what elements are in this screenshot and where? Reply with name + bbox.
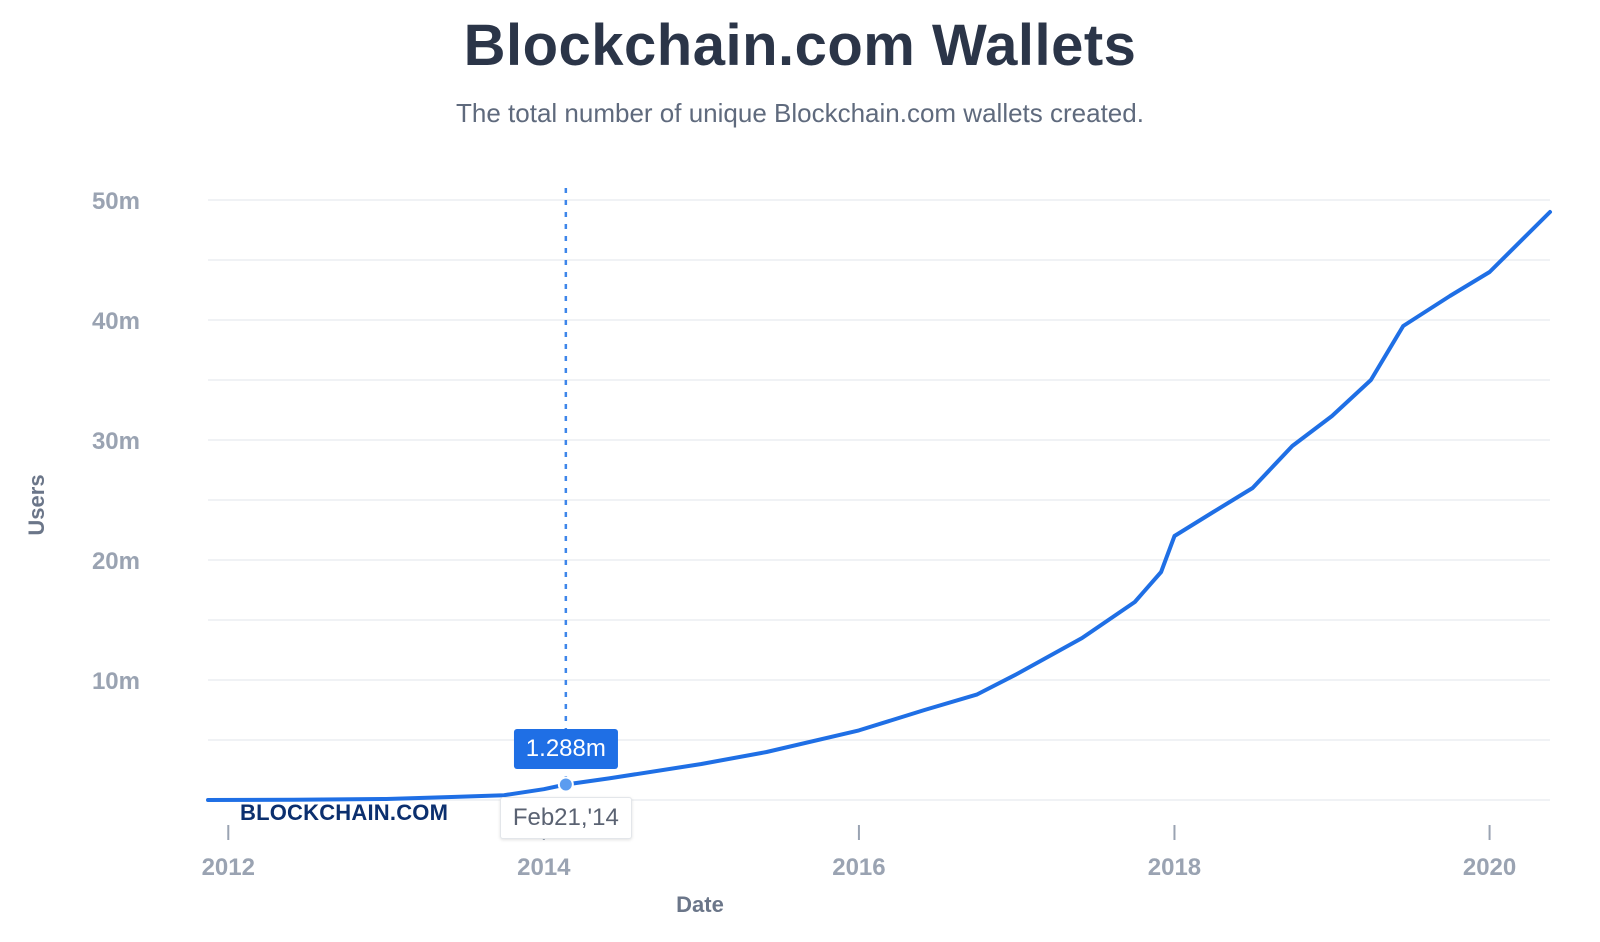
y-tick-label: 20m (92, 548, 140, 575)
x-tick-label: 2020 (1463, 854, 1516, 881)
tooltip-value: 1.288m (513, 728, 618, 769)
y-tick-label: 40m (92, 308, 140, 335)
grid-lines (208, 199, 1550, 801)
chart-subtitle: The total number of unique Blockchain.co… (456, 98, 1144, 128)
chart-title: Blockchain.com Wallets (463, 13, 1137, 78)
hover-point[interactable] (557, 776, 574, 793)
y-tick-label: 10m (92, 668, 140, 695)
x-tick-label: 2018 (1148, 854, 1201, 881)
y-axis-ticks: 10m 20m 30m 40m 50m (92, 188, 140, 695)
series-line[interactable] (206, 210, 1552, 802)
x-tick-label: 2016 (832, 854, 885, 881)
tooltip-date: Feb21,'14 (499, 796, 632, 839)
x-tick-label: 2012 (202, 854, 255, 881)
x-tick-label: 2014 (517, 854, 571, 881)
x-axis-ticks: 2012 2014 2016 2018 2020 (202, 825, 1516, 881)
y-tick-label: 50m (92, 188, 140, 215)
y-tick-label: 30m (92, 428, 140, 455)
x-axis-label: Date (676, 892, 724, 917)
blockchain-logo-watermark: BLOCKCHAIN.COM (240, 800, 449, 825)
